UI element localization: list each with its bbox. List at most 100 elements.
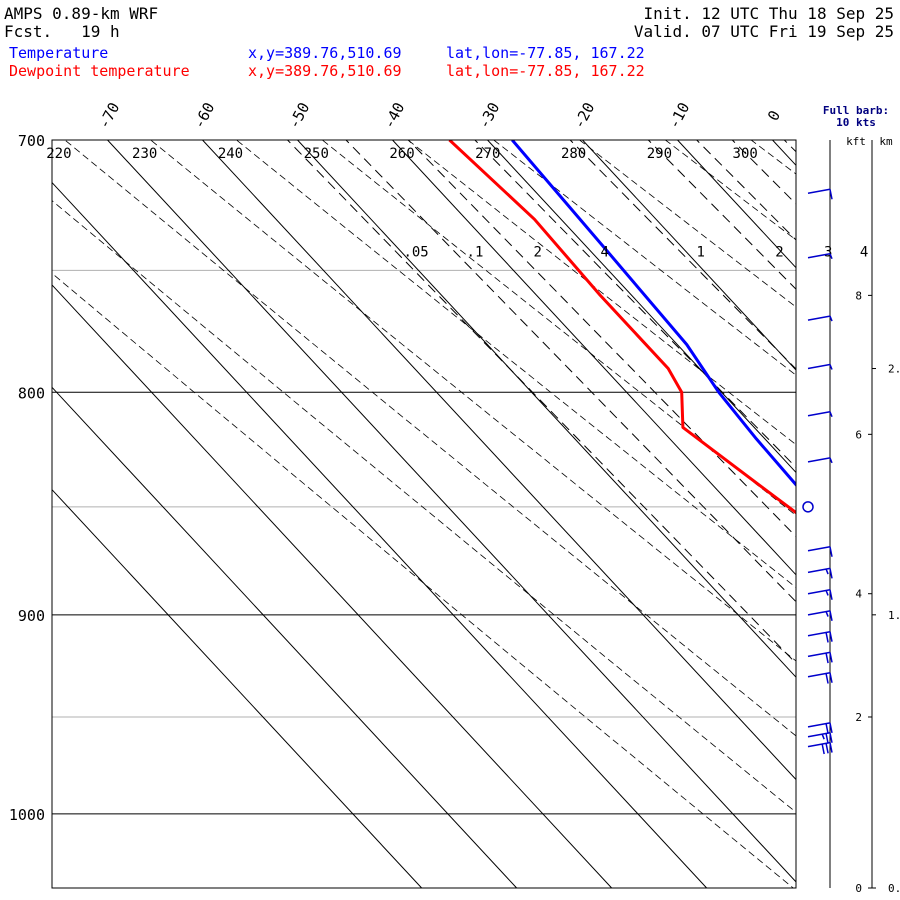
- wind-barb: [807, 610, 833, 621]
- wind-barb-feather: [825, 611, 829, 617]
- dry-adiabat-label: 220: [46, 146, 71, 162]
- isotherm-label: -70: [95, 99, 124, 131]
- isotherm-line: [772, 140, 796, 167]
- mixing-ratio-label: 4: [860, 244, 868, 260]
- wind-barb-feather: [821, 733, 825, 740]
- wind-barb-staff: [807, 315, 831, 321]
- isotherm-label: -50: [285, 99, 314, 131]
- wind-barb-feather: [829, 364, 833, 370]
- wind-barb: [807, 411, 833, 418]
- pressure-tick-label: 700: [18, 132, 45, 150]
- wind-barb-staff: [807, 651, 831, 658]
- dry-adiabat-label: 250: [304, 146, 329, 162]
- wind-barb-feather: [825, 733, 829, 744]
- wind-barb-staff: [807, 722, 831, 728]
- isotherm-line: [52, 386, 518, 888]
- dry-adiabat-line: [886, 113, 900, 900]
- wind-barb-feather: [829, 253, 833, 259]
- kft-axis-label: kft: [846, 135, 866, 148]
- km-axis-label: km: [879, 135, 893, 148]
- wind-barb-feather: [825, 673, 829, 684]
- wind-barb-feather: [825, 632, 829, 643]
- init-time: Init. 12 UTC Thu 18 Sep 25: [643, 4, 894, 23]
- wind-barb-feather: [825, 590, 829, 596]
- dry-adiabat-line: [801, 113, 900, 900]
- wind-barb: [807, 546, 833, 557]
- legend-dewpoint-xy: x,y=389.76,510.69: [248, 62, 402, 80]
- wind-barb: [807, 252, 833, 259]
- pressure-tick-label: 800: [18, 384, 45, 402]
- wind-barb-feather: [829, 722, 833, 734]
- barb-note-line2: 10 kts: [836, 116, 876, 129]
- pressure-tick-label: 1000: [9, 806, 45, 824]
- kft-tick-label: 4: [855, 588, 862, 601]
- plot-frame: [51, 139, 797, 889]
- dry-adiabat-label: 240: [218, 146, 243, 162]
- wind-barb-feather: [825, 743, 829, 754]
- mixing-ratio-label: 2: [775, 244, 783, 260]
- dry-adiabat-label: 230: [132, 146, 157, 162]
- wind-barb-feather: [829, 189, 833, 200]
- calm-wind-circle: [802, 501, 814, 513]
- mixing-ratio-label: 3: [824, 244, 832, 260]
- dry-adiabat-line: [407, 140, 796, 446]
- mixing-ratio-label: .1: [467, 244, 484, 260]
- wind-barb-staff: [807, 546, 831, 552]
- isotherm-label: -40: [380, 99, 409, 131]
- legend-temperature-latlon: lat,lon=-77.85, 167.22: [446, 44, 645, 62]
- wind-barb: [807, 315, 833, 322]
- wind-barb-feather: [829, 589, 833, 600]
- wind-barb-feather: [821, 743, 825, 755]
- km-tick-label: 2.: [888, 363, 900, 376]
- barb-note-line1: Full barb:: [823, 104, 889, 117]
- wind-barb: [807, 588, 833, 600]
- kft-tick-label: 6: [855, 428, 862, 441]
- wind-barb-staff: [807, 411, 831, 417]
- wind-barb-feather: [829, 652, 833, 663]
- dry-adiabat-line: [578, 140, 796, 308]
- wind-barb-feather: [825, 652, 829, 664]
- mixing-ratio-label: 2: [533, 244, 541, 260]
- model-title: AMPS 0.89-km WRF: [4, 4, 159, 23]
- wind-barb-feather: [829, 672, 833, 683]
- wind-barb-feather: [829, 732, 833, 743]
- wind-barb: [807, 722, 833, 734]
- wind-barb-feather: [829, 631, 833, 642]
- mixing-ratio-line: [795, 113, 900, 900]
- wind-barb-staff: [807, 363, 831, 370]
- kft-tick-label: 0: [855, 882, 862, 895]
- isotherm-line: [202, 140, 796, 781]
- valid-time: Valid. 07 UTC Fri 19 Sep 25: [633, 22, 894, 41]
- mixing-ratio-label: 1: [696, 244, 704, 260]
- wind-barb-staff: [807, 457, 831, 463]
- wind-barb: [807, 567, 833, 579]
- wind-barb: [807, 188, 833, 200]
- dry-adiabat-line: [150, 140, 796, 662]
- kft-tick-label: 2: [855, 711, 862, 724]
- km-tick-label: 1.: [888, 609, 900, 622]
- temperature-profile-line: [511, 140, 796, 487]
- wind-barb-feather: [829, 546, 833, 557]
- isotherm-label: -20: [570, 99, 599, 131]
- isotherm-line: [392, 140, 796, 576]
- isotherm-line: [582, 140, 796, 371]
- wind-barb: [807, 457, 833, 464]
- wind-barb-feather: [825, 723, 829, 734]
- dry-adiabat-label: 260: [389, 146, 414, 162]
- wind-barb-feather: [825, 568, 829, 575]
- wind-barb: [807, 363, 833, 370]
- mixing-ratio-label: 4: [601, 244, 609, 260]
- wind-barb: [807, 732, 833, 744]
- isotherm-line: [52, 284, 613, 888]
- wind-barb-feather: [829, 315, 833, 322]
- pressure-tick-label: 900: [18, 607, 45, 625]
- isotherm-line: [52, 488, 423, 888]
- dry-adiabat-label: 280: [561, 146, 586, 162]
- legend-dewpoint-label: Dewpoint temperature: [9, 62, 190, 80]
- forecast-hour: Fcst. 19 h: [4, 22, 120, 41]
- isotherm-line: [52, 181, 708, 888]
- wind-barb-feather: [829, 610, 833, 621]
- wind-barb-staff: [807, 188, 831, 194]
- isotherm-label: 0: [764, 107, 784, 123]
